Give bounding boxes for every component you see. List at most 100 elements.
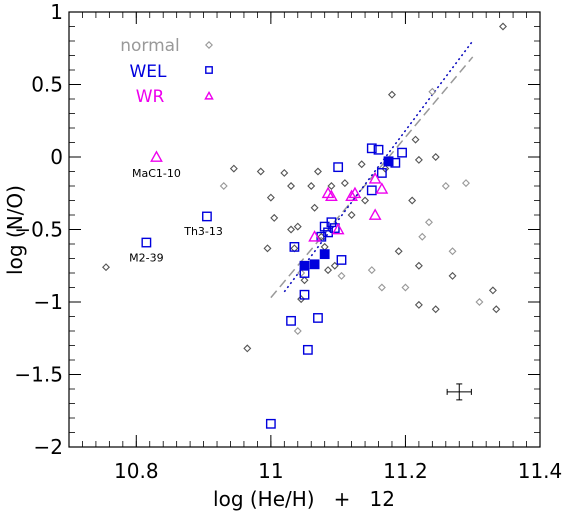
wel-point [286, 315, 296, 326]
wel-point [289, 241, 300, 252]
normal-point [287, 182, 296, 190]
normal-point [293, 327, 302, 335]
normal-point [462, 179, 470, 188]
normal-point [256, 167, 265, 176]
wel-point [302, 344, 313, 355]
wel-point [265, 418, 276, 429]
normal-point [102, 263, 110, 272]
wr-point [331, 222, 345, 235]
wel-point [383, 156, 394, 167]
point-annotation: M2-39 [129, 251, 163, 264]
wel-point [366, 143, 377, 154]
normal-point [448, 247, 457, 256]
y-tick-label: −1.5 [14, 363, 63, 387]
normal-point [300, 276, 309, 285]
legend: normal WEL WR [120, 36, 214, 107]
normal-point [340, 179, 349, 188]
x-axis-label: log (He/H) + 12 [213, 487, 395, 511]
normal-point [297, 295, 306, 304]
normal-point [243, 344, 252, 353]
normal-point [263, 244, 272, 253]
normal-point [499, 22, 507, 31]
x-tick-label: 11 [258, 459, 283, 483]
axis-ticks [68, 11, 541, 448]
wr-point [368, 172, 382, 184]
normal-point [414, 155, 423, 164]
normal-point [287, 225, 296, 234]
y-tick-label: 0 [50, 145, 63, 169]
fit-lines [270, 40, 474, 299]
normal-point [337, 271, 346, 280]
normal-point [327, 182, 336, 190]
wel-point [333, 162, 344, 173]
normal-point [280, 168, 289, 177]
legend-label-wr: WR [136, 87, 165, 107]
y-tick-label: −2 [34, 435, 63, 459]
point-annotation: Th3-13 [183, 225, 223, 238]
normal-point [492, 305, 501, 314]
wr-point [375, 182, 389, 194]
normal-point [377, 283, 386, 292]
x-tick-label: 11.2 [383, 459, 428, 483]
normal-point [381, 164, 390, 173]
normal-point [219, 182, 228, 190]
normal-point [367, 266, 376, 275]
normal-point [418, 232, 427, 241]
wel-point [397, 147, 407, 158]
x-tick-label: 11.4 [518, 459, 563, 483]
y-axis-label: log (N/O) [3, 185, 27, 275]
normal-point [431, 153, 440, 161]
fit-line-dotted [283, 40, 474, 293]
wel-point [319, 249, 330, 260]
y-tick-label: 0.5 [31, 73, 63, 97]
y-tick-label: −0.5 [14, 218, 63, 242]
wr-point [325, 189, 338, 202]
normal-point [488, 286, 497, 295]
fit-line-dashed [270, 56, 474, 299]
wel-point [309, 259, 320, 270]
wr-point [345, 189, 358, 202]
normal-point [313, 167, 322, 176]
x-tick-label: 10.8 [114, 459, 159, 483]
normal-point [324, 266, 333, 275]
normal-point [270, 213, 279, 222]
normal-point [394, 247, 403, 256]
legend-label-wel: WEL [129, 62, 167, 82]
normal-point [357, 160, 366, 169]
y-tick-label: 1 [50, 0, 63, 24]
y-tick-label: −1 [34, 290, 63, 314]
normal-point [431, 305, 440, 314]
normal-point [428, 87, 437, 96]
normal-point [414, 300, 423, 309]
normal-point [361, 196, 370, 205]
wel-point [336, 255, 347, 265]
data-points [102, 22, 507, 429]
normal-point [310, 203, 319, 212]
wel-point [366, 185, 377, 196]
wel-point [299, 289, 310, 300]
wel-point [376, 168, 387, 178]
normal-point [411, 135, 420, 144]
normal-point [293, 222, 302, 231]
normal-point [414, 261, 423, 270]
normal-point [229, 164, 238, 173]
error-bar [446, 383, 472, 401]
wel-point [329, 223, 340, 233]
wel-point [141, 237, 152, 248]
wr-point [348, 186, 362, 199]
wr-point [150, 150, 163, 162]
point-annotation: MaC1-10 [132, 167, 181, 180]
wr-point [308, 230, 321, 242]
normal-point [401, 283, 410, 292]
normal-point [408, 196, 417, 205]
legend-marker-normal [205, 41, 213, 49]
wel-point [373, 144, 384, 155]
normal-point [387, 90, 396, 99]
wel-point [202, 211, 212, 222]
wel-point [326, 217, 337, 228]
normal-point [320, 242, 329, 251]
wel-point [299, 260, 310, 271]
normal-point [425, 218, 433, 227]
normal-point [448, 271, 457, 280]
